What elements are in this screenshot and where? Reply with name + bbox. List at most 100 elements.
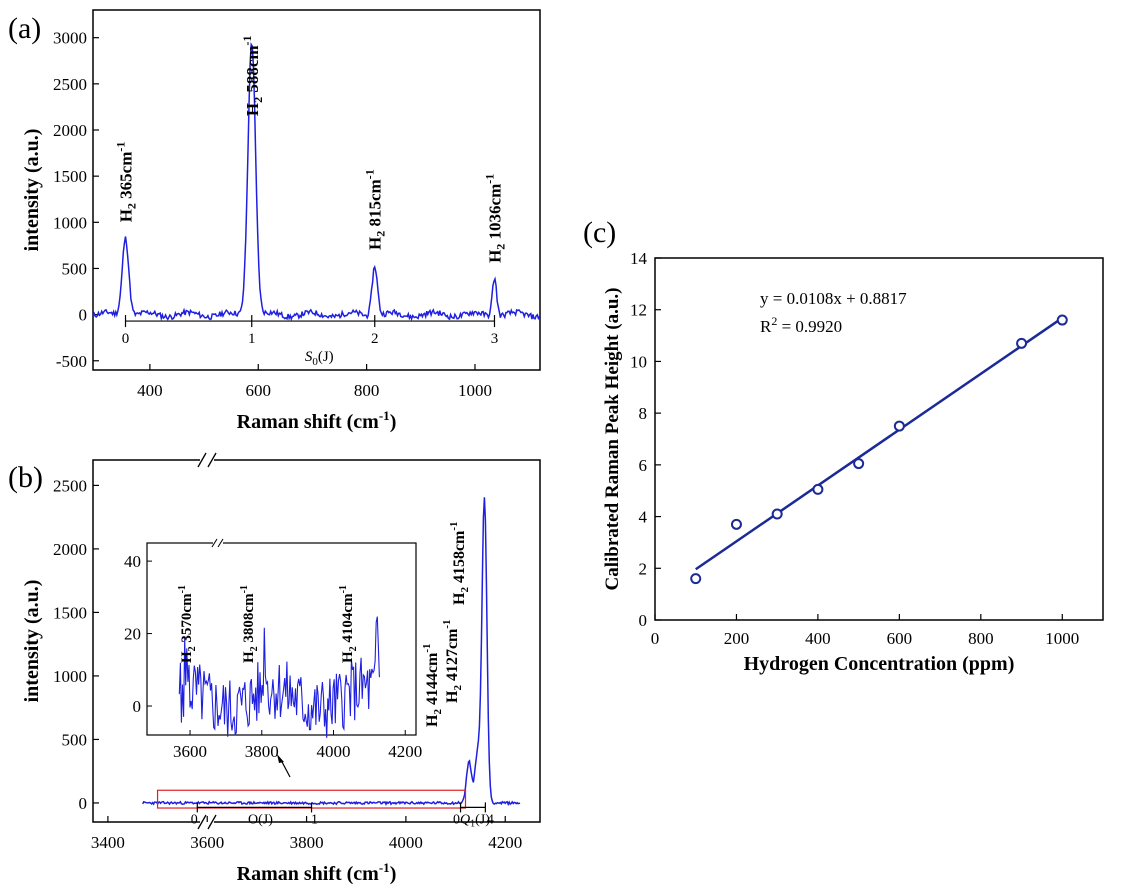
panel-c-xtick-label: 800 <box>968 629 994 648</box>
panel-a-bracket-label: S0(J) <box>305 349 334 368</box>
panel-a-spectrum <box>92 41 541 322</box>
panel-c-ytick-label: 2 <box>639 559 648 578</box>
panel-c-frame <box>654 257 1104 621</box>
panel-a-tag: (a) <box>8 12 41 45</box>
panel-a-ytick-label: 3000 <box>53 29 87 48</box>
panel-b-ytick-label: 2500 <box>53 476 87 495</box>
panel-c-ytick-label: 0 <box>639 611 648 630</box>
panel-b-inset-peak-label: H2 3808cm-1 <box>239 585 260 663</box>
panel-b-frame <box>92 459 541 823</box>
panel-b-peak-label: H2 4144cm-1 <box>421 643 444 727</box>
panel-b-inset-ytick-label: 0 <box>133 697 142 716</box>
panel-c-ytick-label: 8 <box>639 404 648 423</box>
panel-a-ytick-label: -500 <box>56 352 87 371</box>
panel-c-ytick-label: 6 <box>639 456 648 475</box>
panel-b-ytick-label: 2000 <box>53 540 87 559</box>
panel-a-ylabel: intensity (a.u.) <box>21 129 43 252</box>
panel-b-bracket-O-label: O(J) <box>248 812 273 827</box>
panel-a-ytick-label: 2000 <box>53 121 87 140</box>
panel-c-ytick-label: 12 <box>630 301 647 320</box>
panel-b-peak-label: H2 4158cm-1 <box>448 521 471 605</box>
panel-c-data-point <box>1016 337 1028 349</box>
panel-a-xtick-label: 800 <box>354 381 380 400</box>
panel-b-xtick-label: 3400 <box>91 833 125 852</box>
panel-b-tag: (b) <box>8 461 43 494</box>
panel-c-data-point <box>730 518 742 530</box>
panel-a-ytick-label: 2500 <box>53 75 87 94</box>
panel-b-inset-xtick-label: 3600 <box>173 742 207 761</box>
panel-c-data-point <box>893 420 905 432</box>
panel-b-inset-break-gap <box>213 539 223 547</box>
panel-c-xtick-label: 400 <box>805 629 831 648</box>
panel-b-bracket-Q-tick-label: 4 <box>487 812 494 827</box>
panel-c-data-point <box>812 483 824 495</box>
panel-b-bracket-Q-label: Q1(J) <box>460 812 490 829</box>
panel-c-fit-line <box>695 316 1063 571</box>
panel-b-inset-xtick-label: 4200 <box>388 742 422 761</box>
panel-a-ytick-label: 1500 <box>53 167 87 186</box>
panel-a-peak-label: H2 1036cm-1 <box>482 174 507 263</box>
panel-b-bracket-Q-tick-label: 0 <box>453 812 460 827</box>
panel-c-xtick-label: 600 <box>887 629 913 648</box>
panel-a-peak-label: H2 815cm-1 <box>363 169 388 250</box>
panel-a-xtick-label: 400 <box>137 381 163 400</box>
panel-b-inset-xtick-label: 4000 <box>317 742 351 761</box>
panel-b-xlabel: Raman shift (cm-1) <box>237 860 397 885</box>
panel-b-axis-break <box>207 814 217 830</box>
panel-a: (a) 400 600 800 1000 -500 0 500 1000 1500 2000 2500… <box>8 9 541 433</box>
panel-b-ytick-label: 1500 <box>53 603 87 622</box>
panel-b-bracket-O-tick-label: 0 <box>191 812 198 827</box>
panel-c-data-point <box>853 458 865 470</box>
panel-c-xtick-label: 0 <box>651 629 660 648</box>
panel-b-xtick-label: 4000 <box>389 833 423 852</box>
panel-b-inset-spectrum <box>178 616 380 738</box>
panel-b-axis-break <box>197 452 207 468</box>
panel-a-peak-label: H2 588cm-1 <box>240 35 265 116</box>
panel-b-spectrum <box>142 497 521 807</box>
panel-b-xtick-label: 3600 <box>190 833 224 852</box>
panel-b-inset-break <box>211 538 218 548</box>
panel-c-data-point <box>690 573 702 585</box>
panel-b-peak-label: H2 4127cm-1 <box>441 619 464 703</box>
panel-a-bracket-tick-label: 2 <box>371 331 379 347</box>
panel-b-inset-ytick-label: 40 <box>124 552 141 571</box>
panel-a-bracket-tick-label: 1 <box>248 331 256 347</box>
panel-c-xlabel: Hydrogen Concentration (ppm) <box>744 653 1015 675</box>
panel-b-inset-peak-label: H2 3570cm-1 <box>177 585 198 663</box>
panel-c-data-point <box>1056 314 1068 326</box>
panel-b-bracket-O-tick-label: 1 <box>311 812 318 827</box>
panel-c-ytick-label: 4 <box>639 508 648 527</box>
panel-b-ytick-label: 500 <box>62 730 88 749</box>
panel-a-ytick-label: 0 <box>79 306 88 325</box>
panel-b-ytick-label: 1000 <box>53 667 87 686</box>
panel-c-ytick-label: 10 <box>630 352 647 371</box>
panel-b-arrow <box>280 759 291 778</box>
panel-c-tag: (c) <box>583 216 616 249</box>
panel-a-peak-label: H2 365cm-1 <box>114 142 139 223</box>
panel-a-xtick-label: 1000 <box>458 381 492 400</box>
panel-c-data-point <box>771 508 783 520</box>
panel-b-xtick-label: 3800 <box>290 833 324 852</box>
panel-a-bracket-tick-label: 0 <box>122 331 130 347</box>
panel-a-frame <box>92 9 541 371</box>
panel-b-ytick-label: 0 <box>79 794 88 813</box>
panel-b: (b)3400 3600 3800 4000 420005001000150020002… <box>8 452 541 885</box>
panel-b-inset-peak-label: H2 4104cm-1 <box>338 585 359 663</box>
panel-c-r2: R2 = 0.9920 <box>760 314 842 336</box>
panel-b-inset-xtick-label: 3800 <box>245 742 279 761</box>
panel-c-xtick-label: 200 <box>724 629 750 648</box>
panel-c-ytick-label: 14 <box>630 249 648 268</box>
panel-b-axis-break <box>207 452 217 468</box>
panel-b-arrowhead <box>277 754 284 763</box>
panel-a-xlabel: Raman shift (cm-1) <box>237 408 397 433</box>
panel-b-inset-ytick-label: 20 <box>124 625 141 644</box>
panel-b-inset: 3600 3800 4000 4200 0 20 40 H2 3570cm-1 H2 3808c… <box>124 538 422 761</box>
panel-a-xtick-label: 600 <box>246 381 272 400</box>
panel-a-ytick-label: 1000 <box>53 213 87 232</box>
panel-c: (c) 0 200 400 600 800 1000 0 2 4 6 8 10 12 14 Hydrogen … <box>583 216 1104 675</box>
panel-b-inset-break <box>217 538 224 548</box>
panel-c-equation: y = 0.0108x + 0.8817 <box>760 289 907 308</box>
panel-b-xtick-label: 4200 <box>488 833 522 852</box>
panel-b-ylabel: intensity (a.u.) <box>21 580 43 703</box>
